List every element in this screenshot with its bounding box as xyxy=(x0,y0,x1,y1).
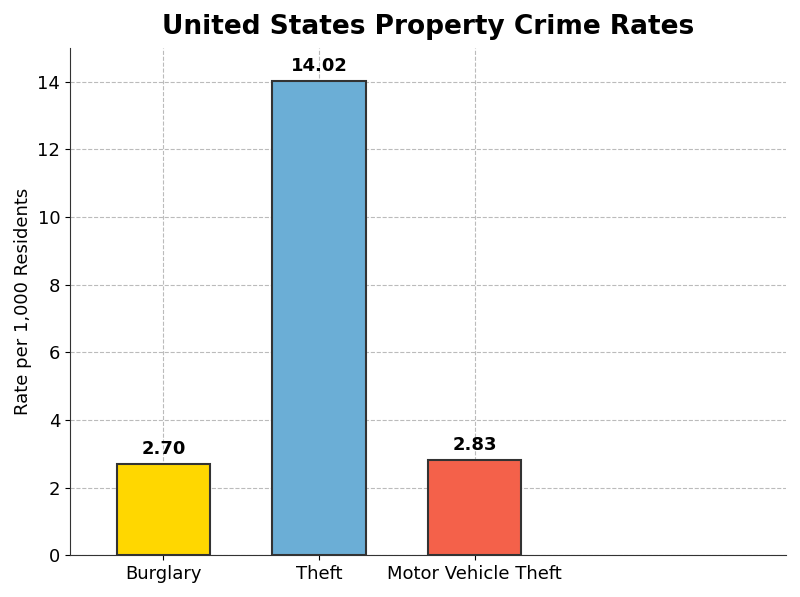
Bar xyxy=(273,81,366,555)
Bar xyxy=(428,460,522,555)
Bar xyxy=(117,464,210,555)
Title: United States Property Crime Rates: United States Property Crime Rates xyxy=(162,14,694,40)
Text: 2.70: 2.70 xyxy=(142,440,186,458)
Text: 2.83: 2.83 xyxy=(453,436,497,454)
Y-axis label: Rate per 1,000 Residents: Rate per 1,000 Residents xyxy=(14,188,32,415)
Text: 14.02: 14.02 xyxy=(290,57,347,75)
